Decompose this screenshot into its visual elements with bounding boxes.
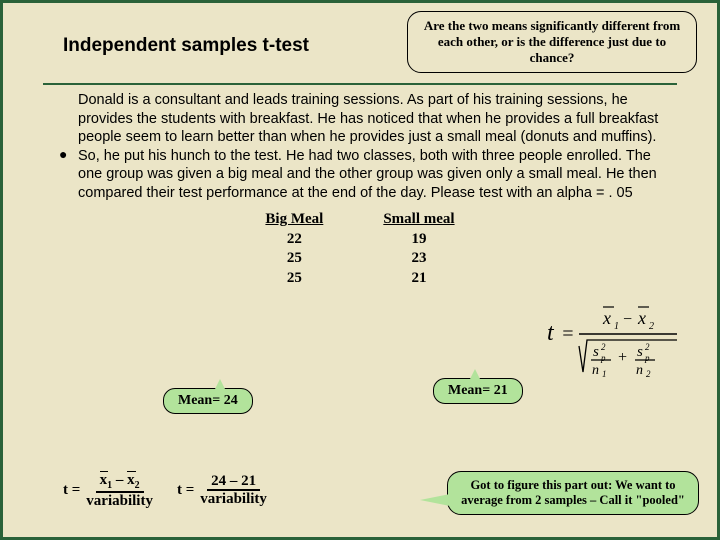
svg-text:2: 2 <box>646 369 651 378</box>
svg-text:n: n <box>592 363 599 378</box>
svg-text:p: p <box>644 353 650 363</box>
divider <box>43 83 677 85</box>
slide: Independent samples t-test Are the two m… <box>0 0 720 540</box>
data-columns: Big Meal 22 25 25 Small meal 19 23 21 <box>3 202 717 288</box>
f2-lhs: t = <box>177 482 194 499</box>
t-formula-image: t = x 1 − x 2 s p 2 n 1 + s p 2 n 2 <box>543 298 683 383</box>
f1-lhs: t = <box>63 482 80 499</box>
svg-text:−: − <box>622 311 633 328</box>
big-meal-header: Big Meal <box>265 210 323 230</box>
big-val-1: 22 <box>265 230 323 250</box>
svg-text:+: + <box>617 349 628 366</box>
small-meal-col: Small meal 19 23 21 <box>383 210 454 288</box>
small-val-2: 23 <box>383 249 454 269</box>
big-val-3: 25 <box>265 269 323 289</box>
svg-text:=: = <box>561 323 575 345</box>
bullet-icon: ● <box>59 148 67 164</box>
svg-text:n: n <box>636 363 643 378</box>
mean-small-callout: Mean= 21 <box>433 378 523 404</box>
svg-text:s: s <box>593 344 599 360</box>
formula-2: t = 24 – 21 variability <box>177 473 267 508</box>
svg-text:2: 2 <box>649 321 654 332</box>
big-val-2: 25 <box>265 249 323 269</box>
pooled-callout: Got to figure this part out: We want to … <box>447 471 699 515</box>
f2-num: 24 – 21 <box>207 473 260 492</box>
svg-text:x: x <box>637 308 646 328</box>
big-meal-col: Big Meal 22 25 25 <box>265 210 323 288</box>
paragraph: Donald is a consultant and leads trainin… <box>3 91 717 202</box>
formula-1: t = x1 – x2 variability <box>63 472 153 510</box>
svg-text:2: 2 <box>601 342 606 352</box>
svg-text:t: t <box>547 320 555 346</box>
header-row: Independent samples t-test Are the two m… <box>3 3 717 77</box>
small-val-3: 21 <box>383 269 454 289</box>
svg-text:2: 2 <box>645 342 650 352</box>
svg-text:x: x <box>602 308 611 328</box>
svg-text:p: p <box>600 353 606 363</box>
small-val-1: 19 <box>383 230 454 250</box>
svg-text:1: 1 <box>602 369 607 378</box>
f1-den: variability <box>86 493 153 510</box>
f2-den: variability <box>200 491 267 508</box>
svg-text:1: 1 <box>614 321 619 332</box>
question-callout: Are the two means significantly differen… <box>407 11 697 73</box>
svg-text:s: s <box>637 344 643 360</box>
small-meal-header: Small meal <box>383 210 454 230</box>
mean-big-callout: Mean= 24 <box>163 388 253 414</box>
slide-title: Independent samples t-test <box>63 13 407 57</box>
